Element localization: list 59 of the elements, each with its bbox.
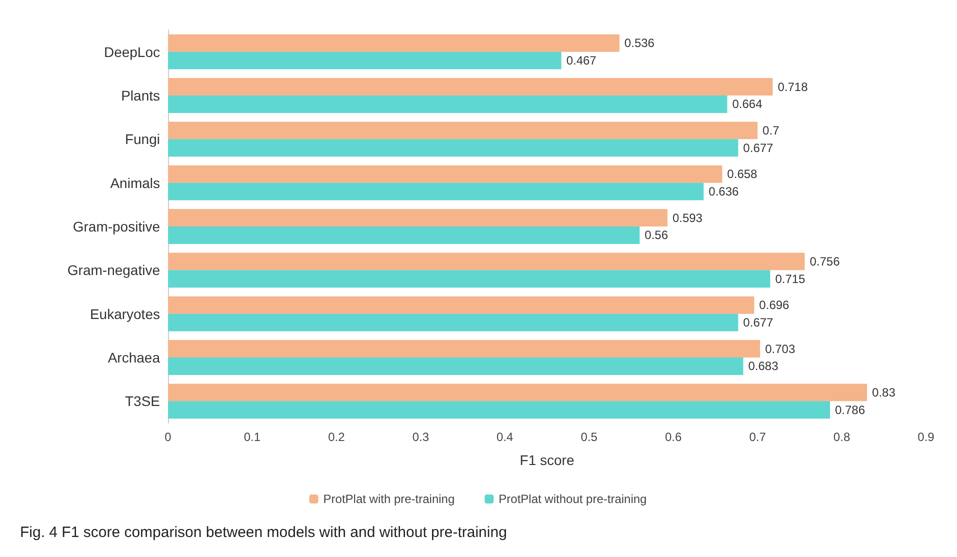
legend-label: ProtPlat without pre-training: [498, 492, 647, 506]
x-tick-label: 0.4: [496, 430, 514, 444]
y-tick-label: Fungi: [124, 131, 160, 148]
y-tick-label: Gram-positive: [72, 218, 160, 234]
bar: [168, 96, 728, 113]
data-label: 0.56: [644, 228, 668, 242]
bar: [168, 384, 868, 402]
data-label: 0.7: [762, 123, 780, 138]
data-label: 0.664: [732, 97, 763, 112]
y-tick-label: Eukaryotes: [90, 306, 160, 322]
x-tick-label: 0: [164, 430, 172, 444]
bar: [168, 122, 758, 140]
bar: [168, 139, 738, 157]
data-label: 0.703: [765, 342, 796, 356]
y-tick-label: Animals: [110, 174, 160, 191]
bar: [168, 209, 668, 226]
bar: [168, 34, 620, 52]
data-label: 0.658: [727, 167, 758, 182]
x-tick-label: 0.6: [664, 430, 682, 444]
x-tick-label: 0.8: [833, 430, 850, 444]
y-tick-label: DeepLoc: [104, 44, 160, 60]
data-label: 0.756: [810, 254, 840, 268]
y-tick-label: Archaea: [108, 350, 160, 366]
x-tick-label: 0.2: [328, 430, 346, 444]
bar: [168, 182, 704, 200]
data-label: 0.718: [778, 80, 808, 94]
bar: [168, 252, 805, 270]
bar: [168, 340, 760, 358]
data-label: 0.467: [566, 54, 597, 68]
bar: [168, 165, 722, 183]
data-label: 0.677: [743, 316, 774, 330]
x-tick-label: 0.3: [412, 430, 430, 444]
data-label: 0.715: [775, 272, 806, 286]
bar: [168, 270, 770, 288]
bar: [168, 401, 830, 419]
data-label: 0.83: [872, 385, 896, 400]
data-label: 0.536: [624, 36, 655, 50]
data-label: 0.683: [748, 359, 779, 374]
data-label: 0.636: [708, 184, 740, 199]
bar: [168, 78, 773, 96]
y-tick-label: T3SE: [124, 393, 160, 410]
x-tick-label: 0.7: [749, 430, 766, 444]
data-label: 0.593: [672, 210, 703, 225]
data-label: 0.696: [759, 298, 790, 312]
y-tick-label: Plants: [121, 88, 160, 104]
data-label: 0.677: [743, 140, 774, 155]
x-tick-label: 0.9: [918, 430, 935, 444]
data-label: 0.786: [834, 402, 866, 417]
x-tick-label: 0.1: [244, 430, 261, 444]
bar: [168, 358, 744, 375]
legend-label: ProtPlat with pre-training: [323, 492, 455, 506]
x-tick-label: 0.5: [580, 430, 598, 444]
bar: [168, 226, 640, 244]
bar: [168, 296, 754, 314]
y-tick-label: Gram-negative: [67, 262, 160, 278]
bar: [168, 314, 738, 332]
bar: [168, 52, 562, 70]
caption: Fig. 4 F1 score comparison between models with and without pre-training: [20, 524, 507, 541]
x-axis-title: F1 score: [520, 452, 574, 468]
